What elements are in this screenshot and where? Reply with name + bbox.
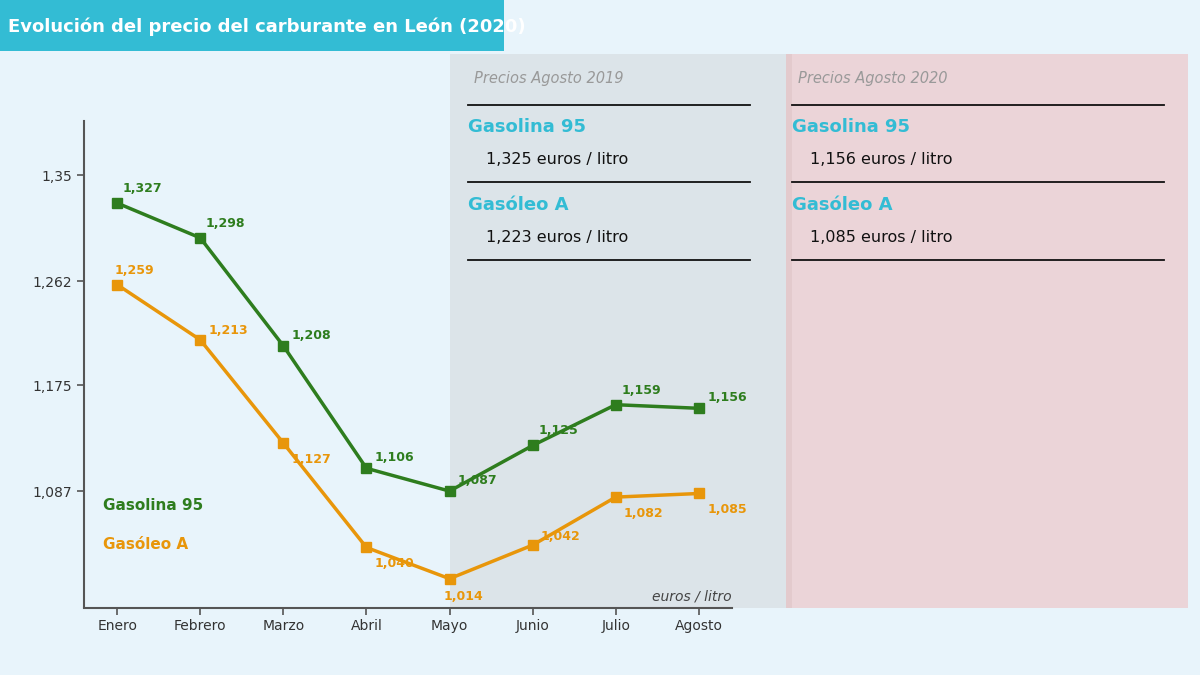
Text: 1,223 euros / litro: 1,223 euros / litro (486, 230, 629, 244)
Text: Gasóleo A: Gasóleo A (792, 196, 893, 214)
Text: 1,213: 1,213 (209, 325, 248, 338)
Text: 1,125: 1,125 (538, 425, 578, 437)
Text: 1,156: 1,156 (707, 392, 746, 404)
Text: 1,127: 1,127 (292, 452, 331, 466)
Text: 1,159: 1,159 (622, 383, 661, 397)
Text: 1,087: 1,087 (458, 474, 498, 487)
Text: Gasolina 95: Gasolina 95 (103, 498, 204, 513)
Text: 1,085: 1,085 (707, 503, 746, 516)
Text: Precios Agosto 2020: Precios Agosto 2020 (798, 71, 948, 86)
Text: 1,042: 1,042 (541, 530, 581, 543)
Text: 1,014: 1,014 (444, 589, 484, 603)
Text: euros / litro: euros / litro (653, 590, 732, 604)
Text: 1,208: 1,208 (292, 329, 331, 342)
Text: Gasolina 95: Gasolina 95 (468, 118, 586, 136)
Text: 1,325 euros / litro: 1,325 euros / litro (486, 152, 629, 167)
Text: Gasóleo A: Gasóleo A (468, 196, 569, 214)
Text: 1,082: 1,082 (624, 506, 664, 520)
Text: Gasolina 95: Gasolina 95 (792, 118, 910, 136)
Text: 1,259: 1,259 (114, 264, 154, 277)
Text: 1,040: 1,040 (374, 557, 414, 570)
Text: 1,327: 1,327 (122, 182, 162, 195)
Text: Evolución del precio del carburante en León (2020): Evolución del precio del carburante en L… (7, 17, 526, 36)
Text: Gasóleo A: Gasóleo A (103, 537, 188, 552)
Text: 1,156 euros / litro: 1,156 euros / litro (810, 152, 953, 167)
Text: 1,085 euros / litro: 1,085 euros / litro (810, 230, 953, 244)
Text: 1,298: 1,298 (206, 217, 245, 230)
Text: Precios Agosto 2019: Precios Agosto 2019 (474, 71, 624, 86)
Text: 1,106: 1,106 (374, 452, 414, 464)
